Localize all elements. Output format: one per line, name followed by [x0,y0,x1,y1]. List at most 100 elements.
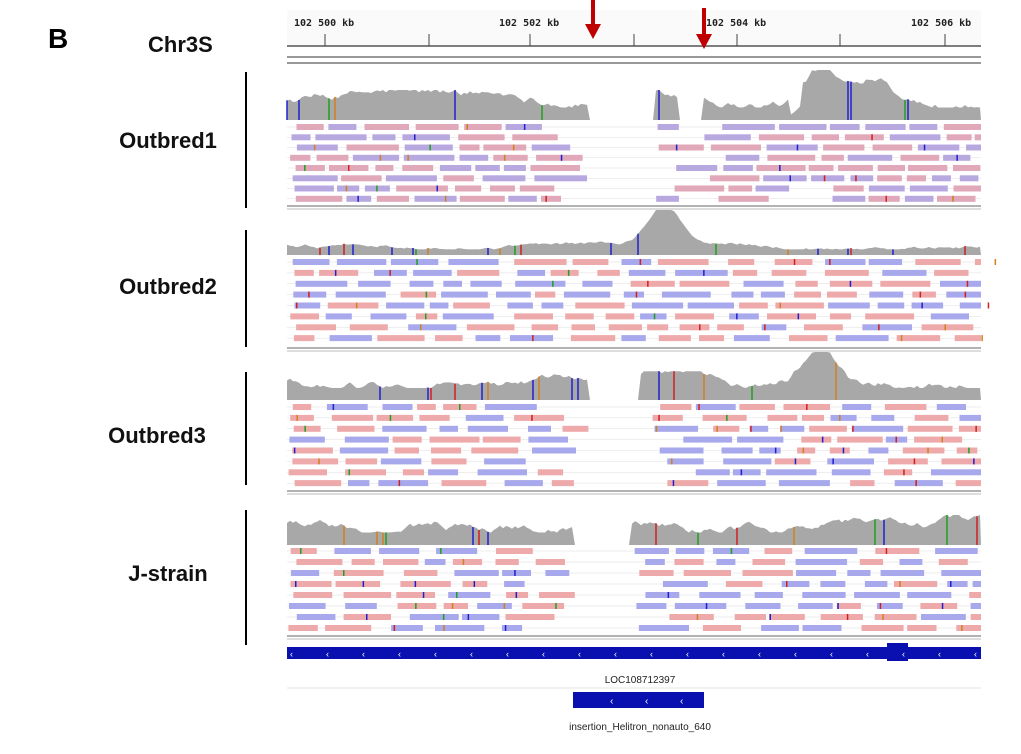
read [809,425,847,432]
read [717,324,744,331]
read-mismatch [849,280,852,287]
read [838,165,873,171]
read [532,447,576,454]
read [829,124,860,130]
read [802,625,842,631]
read [704,134,751,141]
track-label: Outbred3 [108,423,206,448]
read-mismatch [895,436,897,443]
read [345,458,378,465]
read [394,447,419,454]
read [351,559,375,565]
read [335,291,386,298]
read [674,603,727,609]
read [352,154,400,161]
read [932,175,951,182]
ruler-tick-label: 102 500 kb [294,18,354,29]
read [605,313,635,320]
read [937,195,976,202]
read [293,425,321,432]
read-mismatch [994,259,997,265]
read [329,335,372,342]
read [293,592,333,598]
read [504,480,543,487]
read [970,603,981,609]
read [370,313,407,320]
read [917,144,960,151]
read [537,469,564,476]
read [756,165,806,171]
read [429,436,480,443]
read [798,603,833,609]
read [396,185,448,192]
read [565,313,594,320]
gene-exon [887,643,908,661]
chevron: ‹ [614,649,617,659]
read [947,581,968,587]
read [959,302,981,309]
read [467,425,508,432]
read [865,124,906,130]
read [328,124,357,130]
read-mismatch [675,144,678,151]
read [936,404,966,410]
read-mismatch [696,614,699,620]
read [292,175,338,182]
read-mismatch [981,335,983,342]
read [386,302,425,309]
read [766,469,817,476]
read [505,614,555,620]
read-mismatch [512,144,515,151]
read [835,335,889,342]
read [771,269,807,276]
read [695,469,730,476]
read [820,581,846,587]
read [761,324,787,331]
read [909,124,938,130]
read [896,335,941,342]
read-mismatch [467,614,470,620]
read [823,144,865,151]
read [636,603,667,609]
read-mismatch [653,313,656,320]
read [656,195,679,202]
read [290,581,332,587]
read [453,302,490,309]
read [358,280,391,287]
read [409,614,459,620]
read [376,195,409,202]
read [902,447,945,454]
read [683,436,733,443]
read-mismatch [293,447,296,454]
read [292,404,312,410]
read [801,414,824,421]
read [920,603,958,609]
read [912,291,936,298]
read [505,124,542,130]
read [631,302,684,309]
read-mismatch [950,581,952,587]
read [921,614,966,620]
read [865,313,915,320]
read [780,425,805,432]
read [645,592,680,598]
read [571,324,595,331]
read [907,425,953,432]
read [495,559,519,565]
read [647,324,669,331]
read [458,134,505,141]
read-mismatch [829,259,831,265]
read [679,280,730,287]
read-mismatch [655,425,658,432]
read-mismatch [797,313,800,320]
read [915,259,961,265]
read-mismatch [304,425,306,432]
read [522,603,565,609]
read-mismatch [308,291,310,298]
read-mismatch [952,195,954,202]
read [743,280,784,287]
read [296,614,336,620]
read [804,548,858,554]
read [769,614,805,620]
read [575,302,625,309]
